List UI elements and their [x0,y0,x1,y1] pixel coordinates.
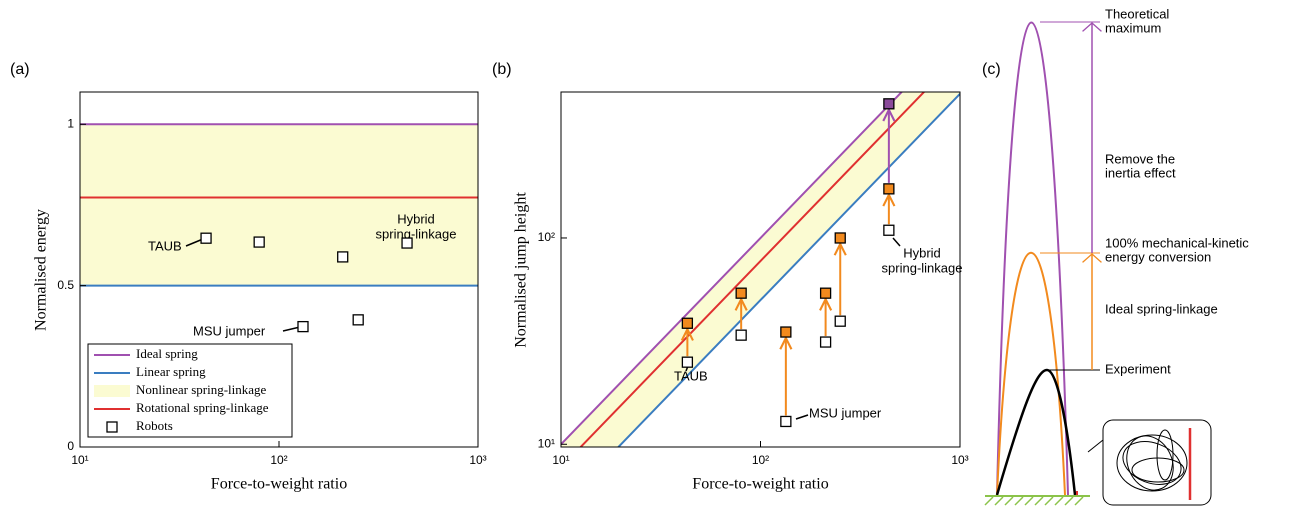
diagram-label: Ideal spring-linkage [1105,301,1218,316]
y-tick-label: 0 [67,439,74,453]
point [337,251,349,263]
y-axis-label: Normalised jump height [513,192,530,348]
point [735,329,747,341]
x-tick-label: 10¹ [552,453,569,467]
panel-label: (a) [10,61,30,78]
point [297,320,309,333]
point [253,236,265,248]
diagram-label: energy conversion [1105,249,1211,264]
point [883,98,895,110]
annotation: Hybrid [397,211,435,226]
leader-line [282,326,301,332]
panel-label: (b) [492,61,512,78]
point [780,415,792,428]
panel-label: (c) [982,61,1001,78]
diagram-label: 100% mechanical-kinetic [1105,235,1249,250]
curve-ideal [996,252,1066,496]
annotation: spring-linkage [376,226,457,241]
point [883,183,895,195]
diagram-label: Experiment [1105,361,1171,376]
diagram-label: Remove the [1105,151,1175,166]
plot-area [80,123,478,287]
band [561,92,960,447]
point [735,287,747,299]
point [819,287,832,299]
curve-theoretical [996,21,1069,496]
leader-line [185,238,204,247]
inset-pointer [1087,439,1104,453]
point [401,237,413,249]
point [834,232,846,244]
diagram-label: maximum [1105,20,1161,35]
model-line [617,93,960,447]
chart: 10¹ 10² 10³ 10¹ 10² Force-to-weight ratio Norm… [492,61,969,493]
diagram-label: Theoretical [1105,6,1169,21]
annotation: TAUB [148,238,182,253]
band [80,124,478,286]
legend-label: Linear spring [136,364,206,379]
y-tick-label: 10¹ [538,436,555,450]
x-tick-label: 10³ [469,453,486,467]
legend-swatch [106,421,118,433]
point [819,336,832,348]
model-line [579,92,926,447]
point [352,314,364,326]
x-tick-label: 10² [270,453,287,467]
x-axis-label: Force-to-weight ratio [692,476,828,493]
legend-swatch [94,385,130,397]
point [681,317,694,329]
y-tick-label: 0.5 [57,278,74,292]
annotation: TAUB [674,368,708,383]
point [883,224,895,236]
point [780,326,792,338]
x-tick-label: 10³ [951,453,968,467]
diagram-label: inertia effect [1105,165,1176,180]
point [681,356,694,368]
legend-label: Rotational spring-linkage [136,400,269,415]
legend-label: Nonlinear spring-linkage [136,382,267,397]
leader-line [892,237,901,247]
y-axis-label: Normalised energy [33,209,50,331]
point [200,232,212,244]
x-tick-label: 10² [752,453,769,467]
legend-label: Ideal spring [136,346,198,361]
annotation: spring-linkage [882,260,963,275]
y-tick-label: 1 [67,116,74,130]
annotation: Hybrid [903,245,941,260]
x-tick-label: 10¹ [71,453,88,467]
annotation: MSU jumper [193,323,266,338]
panel-c: (c) [982,21,1212,506]
model-line [561,92,904,445]
point [834,315,846,327]
marker [1076,491,1078,495]
annotation: MSU jumper [809,405,882,420]
y-tick-label: 10² [538,230,555,244]
leader-line [795,414,809,420]
chart: 10¹ 10² 10³ 0 0.5 1 Force-to-weight ratio Norma… [10,61,487,492]
robot-sketch [1116,429,1188,492]
ground-hatch [984,496,1084,506]
legend-label: Robots [136,418,173,433]
x-axis-label: Force-to-weight ratio [211,476,347,493]
